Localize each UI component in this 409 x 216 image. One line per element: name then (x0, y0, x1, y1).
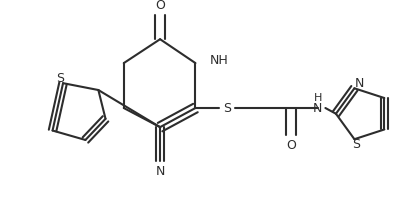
Text: NH: NH (209, 54, 228, 67)
Text: O: O (285, 139, 295, 152)
Text: N: N (312, 102, 321, 114)
Text: S: S (351, 138, 360, 151)
Text: S: S (222, 102, 230, 114)
Text: N: N (354, 77, 363, 90)
Text: H: H (313, 94, 321, 103)
Text: S: S (56, 72, 64, 85)
Text: N: N (155, 165, 164, 178)
Text: O: O (155, 0, 164, 12)
